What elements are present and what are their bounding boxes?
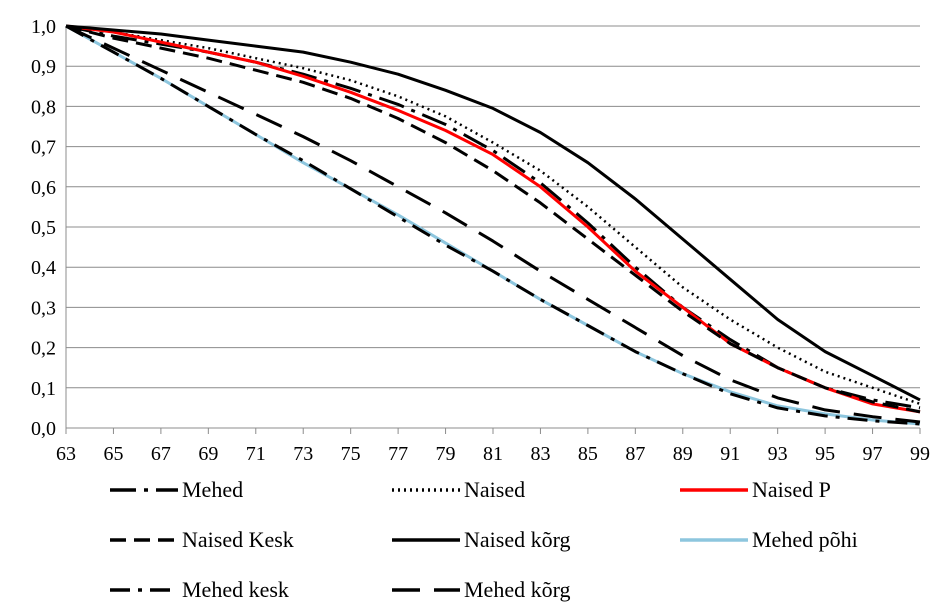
x-tick-label: 95	[815, 443, 835, 465]
x-tick-label: 79	[436, 443, 456, 465]
y-tick-label: 1,0	[31, 16, 56, 38]
series-line-4	[65, 24, 921, 414]
y-tick-label: 0,6	[31, 177, 56, 199]
x-tick-label: 99	[910, 443, 930, 465]
y-tick-label: 0,9	[31, 56, 56, 78]
legend-label: Naised kõrg	[464, 527, 571, 552]
legend-label: Mehed	[182, 477, 243, 502]
legend-label: Naised P	[752, 477, 831, 502]
series-line-8	[65, 24, 921, 424]
x-tick-label: 83	[530, 443, 550, 465]
series-line-2	[65, 24, 921, 406]
x-tick-label: 71	[246, 443, 266, 465]
x-tick-label: 85	[578, 443, 598, 465]
y-tick-label: 0,1	[31, 378, 56, 400]
x-tick-labels: 63 65 67 69 71 73 75 77 79 81 83 85 87 89 91 93 95 97 99	[56, 443, 930, 465]
series-line-1	[65, 24, 921, 410]
legend-label: Mehed kesk	[182, 577, 289, 602]
legend: Mehed Naised Naised P Naised Kesk Naised kõr…	[110, 477, 858, 602]
y-tick-label: 0,5	[31, 217, 56, 239]
legend-label: Naised	[464, 477, 525, 502]
y-tick-label: 0,4	[31, 257, 56, 279]
x-tick-label: 77	[388, 443, 408, 465]
x-tick-label: 81	[483, 443, 503, 465]
gridlines	[66, 25, 920, 429]
x-tick-label: 69	[198, 443, 218, 465]
x-tick-label: 97	[863, 443, 883, 465]
series-line-5	[65, 24, 921, 402]
y-tick-label: 0,0	[31, 418, 56, 440]
legend-label: Mehed põhi	[752, 527, 858, 552]
y-tick-label: 0,8	[31, 96, 56, 118]
x-tick-label: 93	[768, 443, 788, 465]
x-tick-label: 67	[151, 443, 171, 465]
legend-label: Mehed kõrg	[464, 577, 571, 602]
series-line-7	[65, 24, 921, 426]
axes	[65, 26, 921, 434]
x-tick-label: 91	[720, 443, 740, 465]
x-tick-label: 89	[673, 443, 693, 465]
legend-label: Naised Kesk	[182, 527, 294, 552]
plot-area	[65, 24, 921, 426]
x-tick-label: 63	[56, 443, 76, 465]
x-tick-label: 75	[341, 443, 361, 465]
x-tick-label: 87	[625, 443, 645, 465]
series-line-3	[65, 24, 921, 414]
x-tick-label: 65	[103, 443, 123, 465]
y-tick-label: 0,3	[31, 297, 56, 319]
y-tick-labels: 0,0 0,1 0,2 0,3 0,4 0,5 0,6 0,7 0,8 0,9 1,0	[31, 16, 56, 440]
y-tick-label: 0,7	[31, 137, 56, 159]
x-tick-label: 73	[293, 443, 313, 465]
y-tick-label: 0,2	[31, 338, 56, 360]
